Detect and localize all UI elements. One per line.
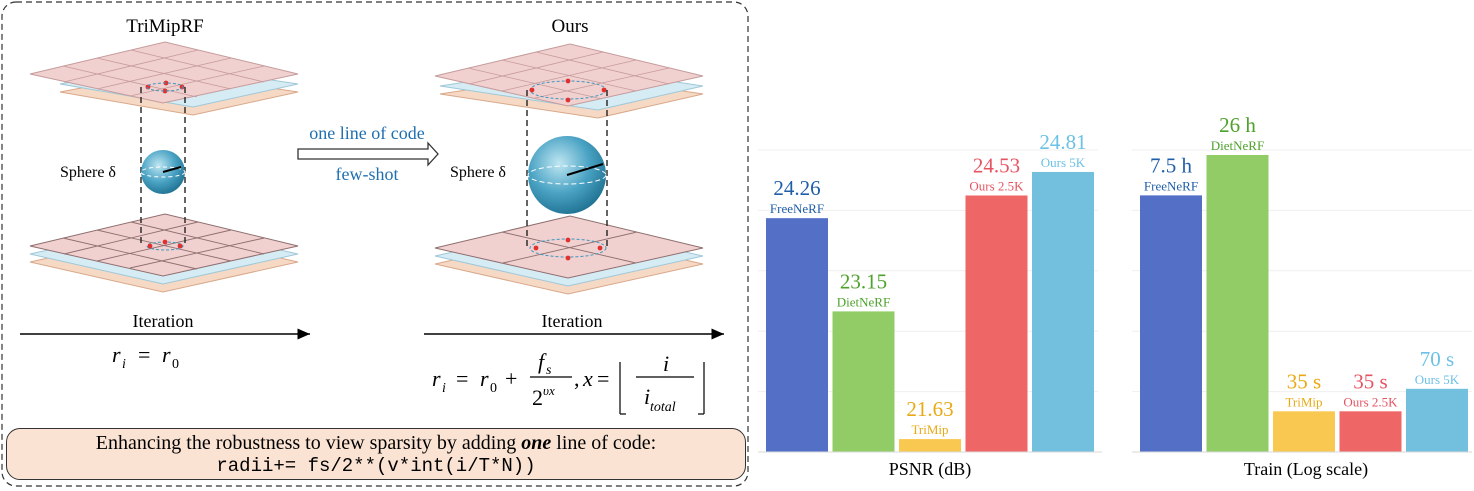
train-value-labels: 7.5 h 26 h 35 s 35 s 70 s <box>1150 113 1454 393</box>
svg-text:υx: υx <box>543 383 555 398</box>
svg-text:f: f <box>538 349 547 374</box>
psnr-value-label-3: 24.53 <box>973 153 1020 177</box>
svg-text:2: 2 <box>532 385 543 410</box>
train-chart: 7.5 h 26 h 35 s 35 s 70 s FreeNeRF DietNeRF Tr… <box>1132 113 1472 480</box>
psnr-bar-1 <box>832 311 895 452</box>
psnr-value-label-4: 24.81 <box>1039 130 1086 154</box>
iteration-label-right: Iteration <box>542 311 603 331</box>
trimiprf-top-planes <box>29 41 299 116</box>
psnr-chart: 24.26 23.15 21.63 24.53 24.81 FreeNeRF DietNe… <box>758 130 1102 480</box>
psnr-value-labels: 24.26 23.15 21.63 24.53 24.81 <box>773 130 1086 421</box>
train-category-label-0: FreeNeRF <box>1144 178 1198 193</box>
trimiprf-bottom-planes <box>29 213 299 293</box>
train-bar-2 <box>1273 411 1335 452</box>
train-value-label-3: 35 s <box>1353 369 1387 393</box>
svg-text:i: i <box>644 384 650 409</box>
sphere-label-right: Sphere δ <box>450 164 506 181</box>
psnr-bar-4 <box>1032 171 1094 452</box>
train-bar-4 <box>1406 388 1468 452</box>
psnr-bar-0 <box>766 218 828 452</box>
psnr-category-label-2: TriMip <box>911 422 948 437</box>
train-value-label-1: 26 h <box>1219 113 1256 137</box>
train-bar-1 <box>1206 155 1269 452</box>
train-xlabel: Train (Log scale) <box>1244 459 1368 480</box>
train-category-label-1: DietNeRF <box>1211 138 1264 153</box>
svg-text:x: x <box>582 366 593 391</box>
svg-text:i: i <box>442 381 446 396</box>
train-value-label-2: 35 s <box>1287 369 1321 393</box>
ours-sphere <box>526 90 608 248</box>
banner-line1: Enhancing the robustness to view sparsit… <box>7 431 745 455</box>
diagram-panel: TriMipRF Ours <box>1 1 749 487</box>
psnr-bar-3 <box>965 195 1028 453</box>
svg-text:r: r <box>432 366 441 391</box>
svg-text:i: i <box>663 351 669 376</box>
svg-text:=: = <box>456 366 468 391</box>
psnr-value-label-1: 23.15 <box>840 269 887 293</box>
psnr-value-label-2: 21.63 <box>906 397 953 421</box>
psnr-category-labels: FreeNeRF DietNeRF TriMip Ours 2.5K Ours 5K <box>770 155 1086 437</box>
ours-bottom-planes <box>434 215 704 295</box>
formula-left: r i = r 0 <box>112 342 179 372</box>
psnr-value-label-0: 24.26 <box>773 176 820 200</box>
banner-prefix: Enhancing the robustness to view sparsit… <box>95 432 522 454</box>
ours-top-planes <box>434 43 704 119</box>
ours-title: Ours <box>552 16 589 37</box>
psnr-category-label-3: Ours 2.5K <box>969 178 1024 193</box>
svg-text:+: + <box>505 366 517 391</box>
psnr-category-label-1: DietNeRF <box>837 294 890 309</box>
svg-text:0: 0 <box>490 381 497 396</box>
banner-emphasis: one <box>521 432 552 454</box>
trimiprf-sphere <box>140 87 186 246</box>
method-arrow: one line of code few-shot <box>297 123 439 184</box>
svg-text:=: = <box>597 366 609 391</box>
svg-text:s: s <box>546 363 552 378</box>
train-bars <box>1140 155 1468 453</box>
svg-text:,: , <box>574 366 580 391</box>
psnr-bar-2 <box>899 439 961 452</box>
code-banner: Enhancing the robustness to view sparsit… <box>6 428 746 480</box>
banner-suffix: line of code: <box>551 432 657 454</box>
train-category-label-2: TriMip <box>1285 394 1322 409</box>
svg-text:r: r <box>480 366 489 391</box>
train-category-label-4: Ours 5K <box>1415 372 1460 387</box>
formula-right: r i = r 0 + f s 2 υx , x = i i total <box>432 349 705 415</box>
trimiprf-title: TriMipRF <box>126 16 203 37</box>
train-value-label-4: 70 s <box>1420 347 1454 371</box>
train-bar-3 <box>1339 411 1402 452</box>
psnr-category-label-4: Ours 5K <box>1041 155 1086 170</box>
arrow-top-label: one line of code <box>309 123 424 143</box>
svg-text:=: = <box>138 342 150 367</box>
svg-text:0: 0 <box>172 357 179 372</box>
sphere-label-left: Sphere δ <box>60 164 116 181</box>
psnr-xlabel: PSNR (dB) <box>889 459 972 480</box>
svg-text:total: total <box>650 400 676 415</box>
arrow-bottom-label: few-shot <box>336 164 399 184</box>
psnr-bars <box>766 171 1094 453</box>
train-bar-0 <box>1140 195 1202 453</box>
svg-text:i: i <box>122 357 126 372</box>
svg-text:r: r <box>162 342 171 367</box>
iteration-label-left: Iteration <box>133 311 194 331</box>
psnr-category-label-0: FreeNeRF <box>770 201 824 216</box>
train-category-labels: FreeNeRF DietNeRF TriMip Ours 2.5K Ours 5K <box>1144 138 1460 409</box>
diagram-border <box>1 1 749 487</box>
svg-text:r: r <box>112 342 121 367</box>
banner-code: radii+= fs/2**(v*int(i/T*N)) <box>216 455 536 477</box>
train-category-label-3: Ours 2.5K <box>1343 394 1398 409</box>
train-value-label-0: 7.5 h <box>1150 153 1193 177</box>
